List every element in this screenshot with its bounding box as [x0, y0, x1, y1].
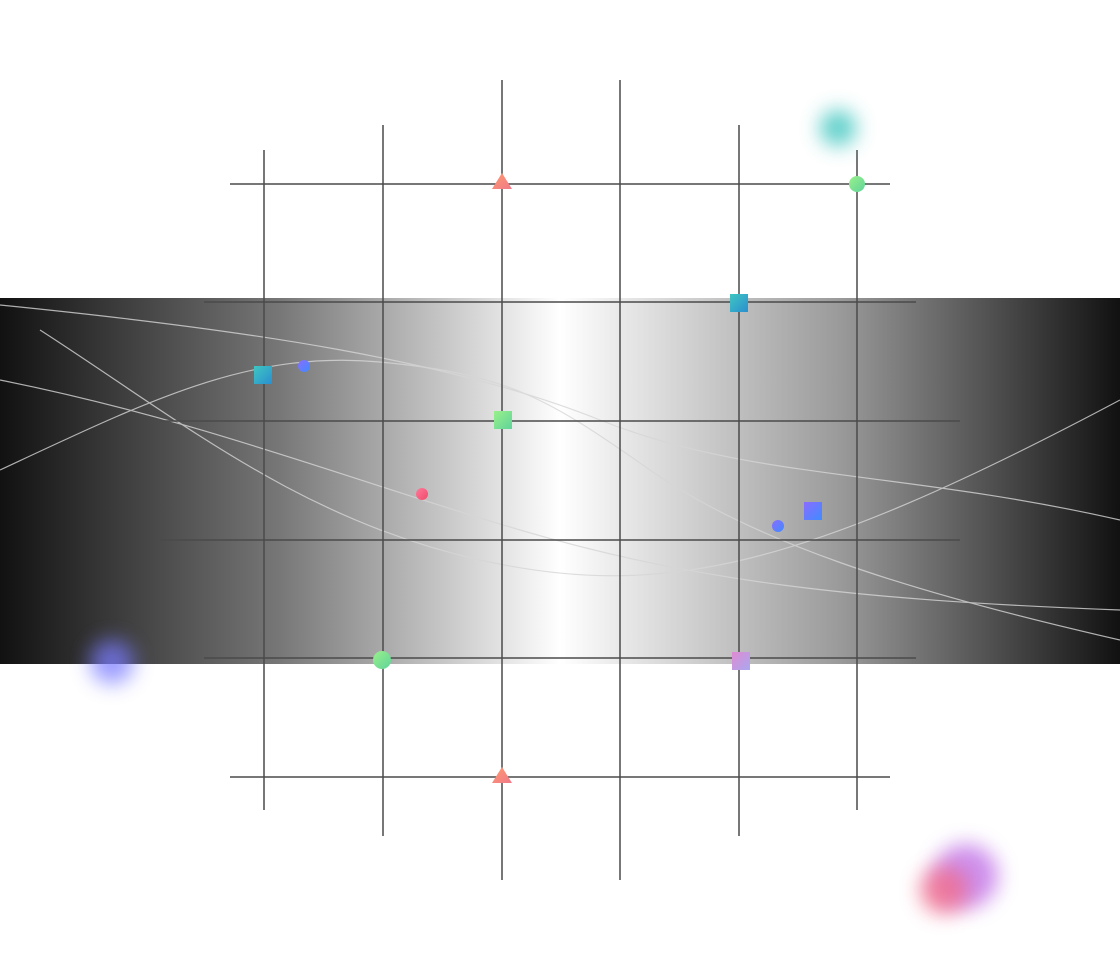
blue-blob — [90, 640, 134, 684]
curve-lines — [0, 304, 1120, 641]
curve-line — [0, 304, 1120, 521]
markers — [254, 173, 865, 783]
curve-line — [0, 359, 1120, 641]
circle-marker — [298, 360, 310, 372]
triangle-marker — [492, 767, 512, 783]
circle-marker — [373, 651, 391, 669]
grid-horizontal — [160, 183, 960, 778]
square-marker — [804, 502, 822, 520]
square-marker — [732, 652, 750, 670]
circle-marker — [416, 488, 428, 500]
square-marker — [730, 294, 748, 312]
grid-vertical — [263, 80, 858, 880]
gradient-band — [0, 298, 1120, 664]
circle-marker — [772, 520, 784, 532]
circle-marker — [849, 176, 865, 192]
pink-blob — [920, 866, 968, 914]
curve-line — [39, 329, 1120, 577]
square-marker — [494, 411, 512, 429]
square-marker — [254, 366, 272, 384]
teal-blob — [820, 110, 856, 146]
triangle-marker — [492, 173, 512, 189]
blurred-blobs — [90, 110, 998, 914]
